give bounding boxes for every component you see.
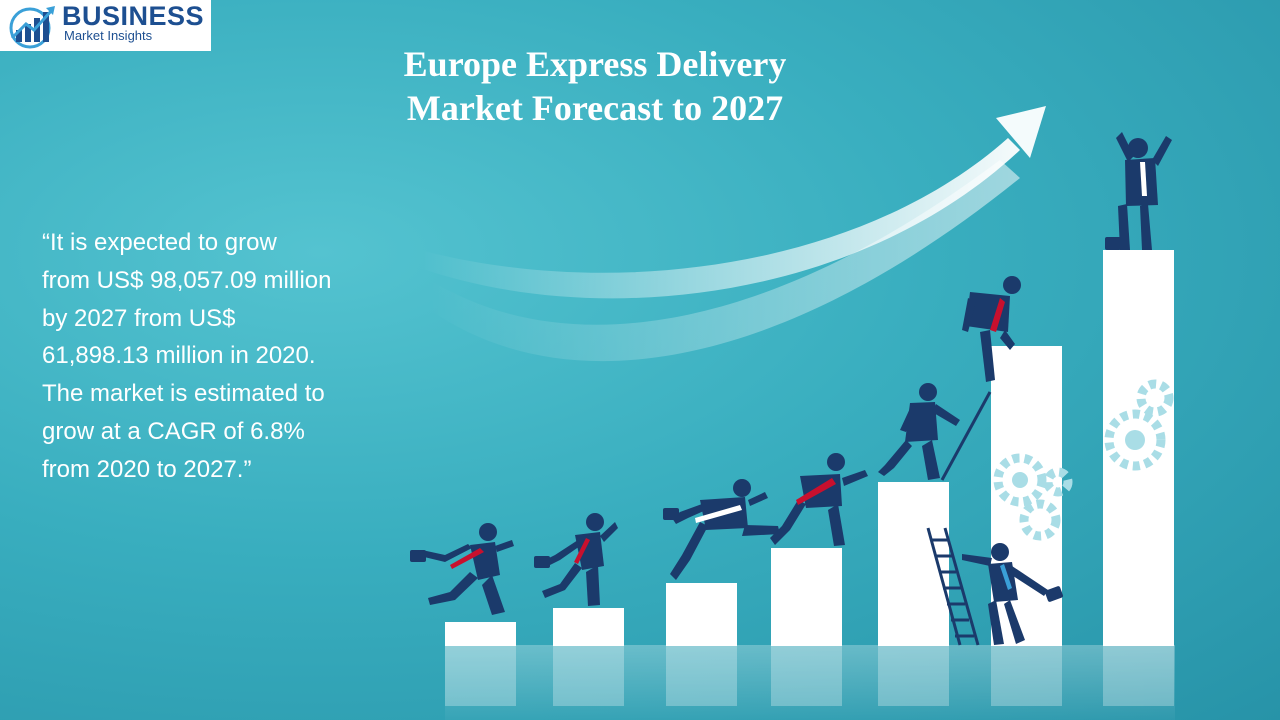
gear-icon: [993, 379, 1174, 541]
ladder-icon: [926, 527, 980, 646]
bar-1: [445, 622, 516, 646]
runner-figure-2: [534, 513, 618, 606]
logo: BUSINESS Market Insights: [0, 0, 211, 51]
briefcase-icon: [410, 550, 426, 562]
climber-figure-5: [878, 383, 960, 480]
forecast-quote: “It is expected to grow from US$ 98,057.…: [42, 224, 412, 489]
bar-4: [771, 548, 842, 646]
quote-line: “It is expected to grow: [42, 229, 277, 256]
logo-brand-sub: Market Insights: [64, 28, 153, 43]
bar-3: [666, 583, 737, 646]
runner-figure-1: [410, 523, 514, 615]
standing-figure-7: [962, 543, 1064, 645]
climber-figure-6: [962, 276, 1021, 382]
title-line-1: Europe Express Delivery: [403, 44, 787, 84]
standing-figure-8: [1105, 132, 1172, 250]
runner-figure-3: [663, 479, 780, 580]
title-line-2: Market Forecast to 2027: [406, 88, 784, 128]
logo-brand-word: BUSINESS: [62, 1, 205, 31]
quote-line: The market is estimated to: [42, 380, 325, 408]
quote-line: grow at a CAGR of 6.8%: [42, 417, 305, 445]
bar-2: [553, 608, 624, 646]
business-figures: [410, 132, 1172, 645]
quote-line: by 2027 from US$: [42, 304, 236, 332]
quote-line: from US$ 98,057.09 million: [42, 266, 332, 294]
quote-line: 61,898.13 million in 2020.: [42, 342, 316, 370]
quote-line: from 2020 to 2027.”: [42, 455, 252, 483]
growth-arrow-icon: [420, 106, 1046, 362]
page-title: Europe Express Delivery Market Forecast …: [300, 42, 890, 130]
runner-figure-4: [770, 453, 868, 546]
bar-chart-globe-icon: [9, 6, 55, 49]
